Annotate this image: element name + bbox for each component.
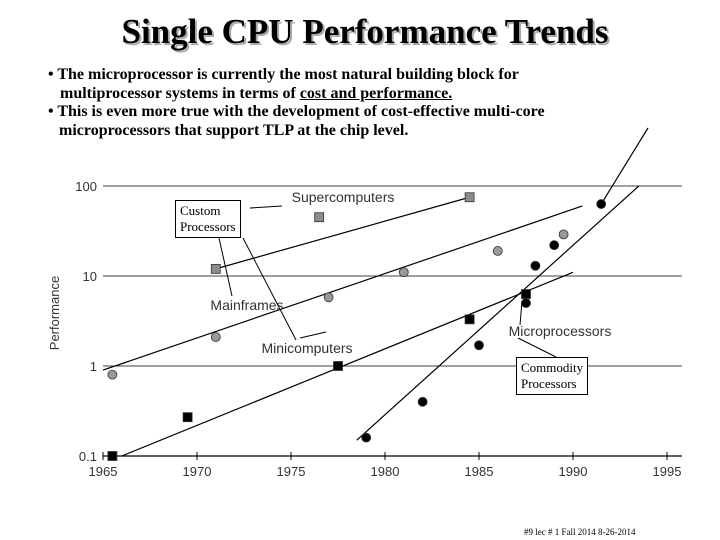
microprocessors-trend-extension — [600, 127, 649, 205]
minicomputers-label-pointer-1 — [299, 331, 327, 339]
x-tick-label-1985: 1985 — [465, 464, 494, 479]
mainframes-point-3 — [398, 267, 409, 278]
bullet-list: • The microprocessor is currently the mo… — [48, 66, 688, 140]
microprocessors-point-2 — [474, 340, 484, 351]
commodity-callout-line-1: Commodity — [521, 360, 584, 375]
minicomputers-label: Minicomputers — [261, 340, 352, 356]
slide-title: Single CPU Performance Trends — [121, 12, 609, 51]
custom-processors-callout: Custom Processors — [175, 200, 241, 238]
supercomputers-point-0 — [210, 263, 221, 274]
mainframes-point-4 — [492, 246, 503, 256]
mainframes-point-1 — [210, 332, 221, 342]
x-tick-label-1975: 1975 — [277, 464, 306, 479]
y-axis-label: Performance — [47, 276, 62, 350]
bullet-2-line-2: microprocessors that support TLP at the … — [59, 121, 409, 139]
y-tick-label-0_1: 0.1 — [79, 449, 97, 464]
microprocessors-point-5 — [549, 240, 560, 251]
supercomputers-trend-line — [215, 196, 470, 270]
x-tick-label-1995: 1995 — [653, 464, 682, 479]
microprocessors-point-6 — [596, 199, 607, 209]
supercomputers-label-pointer-0 — [249, 205, 283, 209]
y-tick-label-100: 100 — [75, 179, 97, 194]
x-tick-label-1965: 1965 — [89, 464, 118, 479]
microprocessors-point-3 — [521, 298, 531, 308]
minicomputers-point-1 — [182, 412, 193, 423]
bullet-1-underlined: cost and performance. — [299, 84, 453, 102]
slide-footer: #9 lec # 1 Fall 2014 8-26-2014 — [524, 527, 636, 537]
y-tick-label-1: 1 — [90, 359, 97, 374]
mainframes-trend-line — [102, 205, 583, 371]
minicomputers-point-0 — [107, 451, 118, 461]
minicomputers-point-4 — [521, 289, 531, 299]
microprocessors-point-1 — [417, 396, 428, 407]
mainframes-point-2 — [323, 292, 334, 303]
custom-callout-line-2: Processors — [180, 219, 236, 234]
mainframes-point-5 — [558, 229, 569, 240]
bullet-2-line-1: • This is even more true with the develo… — [48, 103, 545, 120]
mainframes-label-pointer-0 — [218, 237, 233, 297]
mainframes-label: Mainframes — [210, 297, 283, 313]
bullet-1-line-2-text: multiprocessor systems in terms of — [60, 84, 300, 102]
custom-callout-line-1: Custom — [180, 203, 221, 218]
commodity-processors-callout: Commodity Processors — [516, 357, 589, 395]
microprocessors-point-4 — [530, 260, 541, 271]
supercomputers-point-1 — [314, 212, 325, 223]
supercomputers-point-2 — [464, 192, 475, 203]
y-tick-label-10: 10 — [83, 269, 97, 284]
microprocessors-label-pointer-0 — [519, 300, 523, 326]
x-tick-label-1980: 1980 — [371, 464, 400, 479]
x-tick-label-1970: 1970 — [183, 464, 212, 479]
microprocessors-point-0 — [361, 432, 372, 443]
minicomputers-point-3 — [464, 314, 475, 325]
microprocessors-trend-line — [356, 185, 640, 441]
minicomputers-label-pointer-0 — [242, 237, 297, 341]
microprocessors-label: Microprocessors — [509, 323, 612, 339]
bullet-1-line-2: multiprocessor systems in terms of cost … — [48, 85, 688, 104]
commodity-callout-pointer — [517, 337, 557, 358]
mainframes-point-0 — [107, 369, 118, 380]
minicomputers-trend-line — [121, 271, 574, 457]
x-tick-label-1990: 1990 — [559, 464, 588, 479]
commodity-callout-line-2: Processors — [521, 376, 577, 391]
bullet-1-line-1: • The microprocessor is currently the mo… — [48, 66, 519, 83]
minicomputers-point-2 — [333, 361, 343, 371]
supercomputers-label: Supercomputers — [292, 189, 395, 205]
